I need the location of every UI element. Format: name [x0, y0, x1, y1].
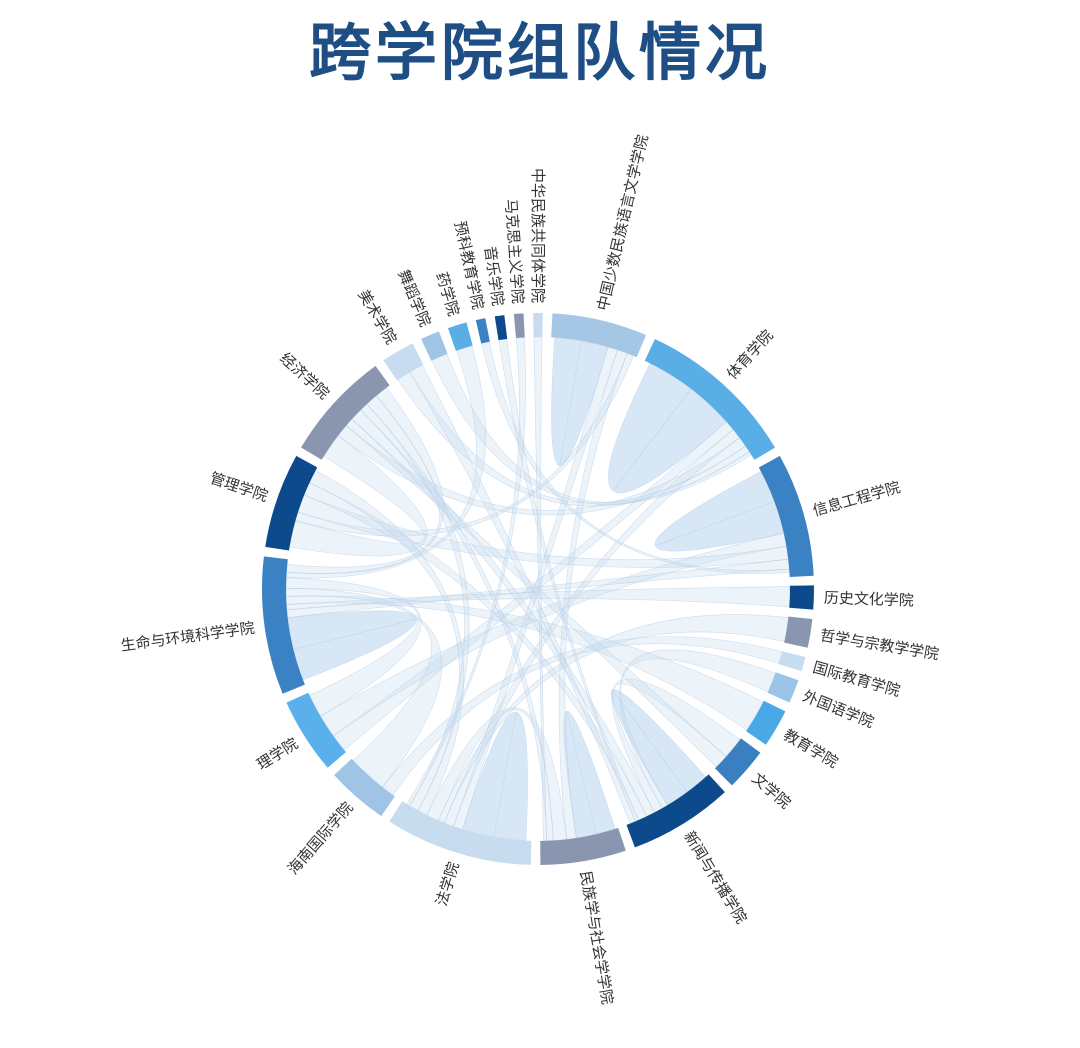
arc-3[interactable]	[789, 585, 814, 610]
chord-18	[438, 614, 789, 824]
chord-17	[286, 586, 791, 611]
node-label-15: 管理学院	[208, 469, 271, 505]
chord-19	[381, 636, 783, 796]
arc-22[interactable]	[513, 313, 525, 338]
arc-9[interactable]	[626, 774, 725, 848]
chord-25	[303, 482, 647, 821]
arc-16[interactable]	[301, 365, 390, 460]
node-label-6: 外国语学院	[800, 687, 876, 732]
node-label-10: 民族学与社会学学院	[576, 870, 616, 1006]
arc-23[interactable]	[533, 313, 543, 338]
arc-18[interactable]	[421, 331, 448, 361]
arc-0[interactable]	[551, 313, 647, 358]
chord-21	[285, 595, 764, 731]
chart-title: 跨学院组队情况	[308, 16, 771, 89]
chords-layer	[285, 336, 791, 842]
arc-19[interactable]	[447, 322, 473, 351]
arc-12[interactable]	[334, 758, 395, 817]
node-label-18: 舞蹈学院	[394, 267, 434, 329]
chord-8	[453, 346, 618, 830]
labels-layer: 中国少数民族语言文学学院体育学院信息工程学院历史文化学院哲学与宗教学学院国际教育…	[120, 133, 941, 1006]
node-label-4: 哲学与宗教学学院	[819, 626, 940, 663]
node-label-13: 理学院	[253, 734, 301, 773]
chord-3	[287, 610, 418, 681]
node-label-8: 文学院	[748, 769, 794, 812]
arc-17[interactable]	[383, 343, 424, 381]
chord-22	[611, 678, 741, 813]
arcs-layer	[262, 313, 814, 865]
arc-14[interactable]	[262, 556, 305, 694]
chord-6	[610, 689, 707, 806]
arc-2[interactable]	[758, 455, 814, 577]
node-label-14: 生命与环境科学学院	[120, 619, 256, 655]
node-label-1: 体育学院	[723, 326, 777, 383]
node-label-17: 美术学院	[354, 286, 400, 347]
chord-29	[366, 395, 470, 812]
chord-34	[285, 345, 486, 579]
chord-4	[462, 711, 528, 842]
chord-7	[289, 434, 428, 557]
arc-15[interactable]	[265, 455, 318, 551]
chord-40	[409, 364, 636, 824]
node-label-0: 中国少数民族语言文学学院	[594, 133, 652, 312]
node-label-9: 新闻与传播学院	[680, 828, 750, 927]
arc-1[interactable]	[644, 338, 776, 460]
chord-11	[332, 421, 734, 751]
chord-24	[351, 409, 655, 817]
arc-10[interactable]	[540, 827, 626, 865]
arc-11[interactable]	[389, 801, 532, 865]
arc-13[interactable]	[286, 692, 346, 768]
chord-15	[297, 494, 789, 568]
chord-23	[345, 418, 727, 768]
arc-4[interactable]	[784, 616, 813, 648]
arc-7[interactable]	[746, 700, 786, 745]
chord-28	[309, 470, 465, 816]
arc-6[interactable]	[767, 672, 799, 703]
node-label-11: 法学院	[432, 860, 462, 908]
arc-20[interactable]	[475, 318, 490, 344]
node-label-3: 历史文化学院	[824, 589, 915, 610]
node-label-7: 教育学院	[780, 726, 841, 772]
arc-5[interactable]	[778, 651, 806, 672]
node-label-16: 经济学院	[276, 349, 332, 403]
node-label-19: 药学院	[432, 270, 462, 318]
arc-21[interactable]	[494, 315, 508, 341]
chord-5	[563, 711, 616, 839]
chord-35	[481, 341, 790, 574]
node-label-23: 中华民族共同体学院	[529, 168, 547, 303]
node-label-12: 海南国际学院	[284, 799, 357, 879]
arc-8[interactable]	[715, 738, 761, 786]
node-label-2: 信息工程学院	[811, 478, 903, 520]
chord-39	[286, 387, 444, 574]
